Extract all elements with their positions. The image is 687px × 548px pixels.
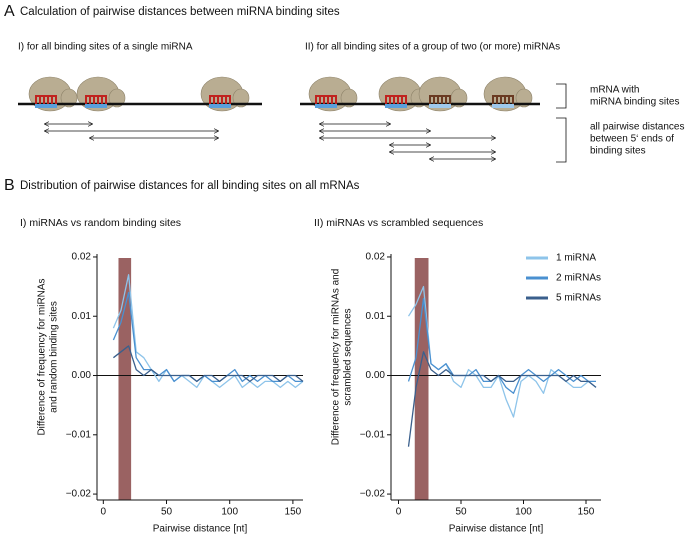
y-tick-label: 0.00 (366, 370, 386, 381)
panel-title: Calculation of pairwise distances betwee… (20, 6, 340, 18)
y-tick-label: −0.02 (66, 489, 92, 500)
note: mRNA with (590, 85, 639, 96)
x-tick-label: 150 (578, 507, 595, 518)
x-axis-label: Pairwise distance [nt] (153, 524, 248, 535)
note: between 5‘ ends of (590, 134, 674, 145)
legend-label: 1 miRNA (556, 253, 596, 264)
series-line (112, 291, 303, 383)
legend-label: 5 miRNAs (556, 293, 601, 304)
panel-letter: A (4, 3, 15, 20)
x-tick-label: 0 (101, 507, 107, 518)
chart-subtitle: II) miRNAs vs scrambled sequences (314, 217, 483, 229)
series-line (112, 274, 304, 389)
y-tick-label: 0.01 (366, 311, 386, 322)
series-line (407, 351, 597, 447)
legend-label: 2 miRNAs (556, 273, 601, 284)
highlight-band (414, 258, 429, 500)
panel-label: II) for all binding sites of a group of … (305, 42, 560, 53)
schematic-single (18, 76, 262, 138)
y-tick-label: 0.00 (72, 370, 92, 381)
y-tick-label: 0.02 (72, 252, 92, 263)
series-line (407, 285, 597, 418)
series-line (113, 345, 304, 383)
note: binding sites (590, 146, 646, 157)
x-tick-label: 50 (161, 507, 173, 518)
panel-letter: B (4, 177, 15, 194)
note: miRNA binding sites (590, 97, 679, 108)
chart-subtitle: I) miRNAs vs random binding sites (20, 217, 181, 229)
y-axis-label: and random binding sites (49, 301, 60, 413)
y-tick-label: −0.01 (360, 429, 386, 440)
panel-label: I) for all binding sites of a single miR… (18, 42, 193, 53)
x-axis-label: Pairwise distance [nt] (449, 524, 544, 535)
y-tick-label: 0.02 (366, 252, 386, 263)
note: all pairwise distances (590, 122, 685, 133)
schematic-group (300, 76, 567, 163)
x-tick-label: 150 (285, 507, 302, 518)
y-tick-label: 0.01 (72, 311, 92, 322)
x-tick-label: 50 (455, 507, 467, 518)
x-tick-label: 0 (396, 507, 402, 518)
y-axis-label: scrambled sequences (343, 308, 354, 405)
y-axis-label: Difference of frequency for miRNAs and (331, 269, 342, 446)
panel-title: Distribution of pairwise distances for a… (20, 180, 360, 192)
x-tick-label: 100 (515, 507, 532, 518)
y-axis-label: Difference of frequency for miRNAs (37, 278, 48, 435)
series-line (407, 297, 596, 394)
y-tick-label: −0.02 (360, 489, 386, 500)
y-tick-label: −0.01 (66, 429, 92, 440)
x-tick-label: 100 (221, 507, 238, 518)
